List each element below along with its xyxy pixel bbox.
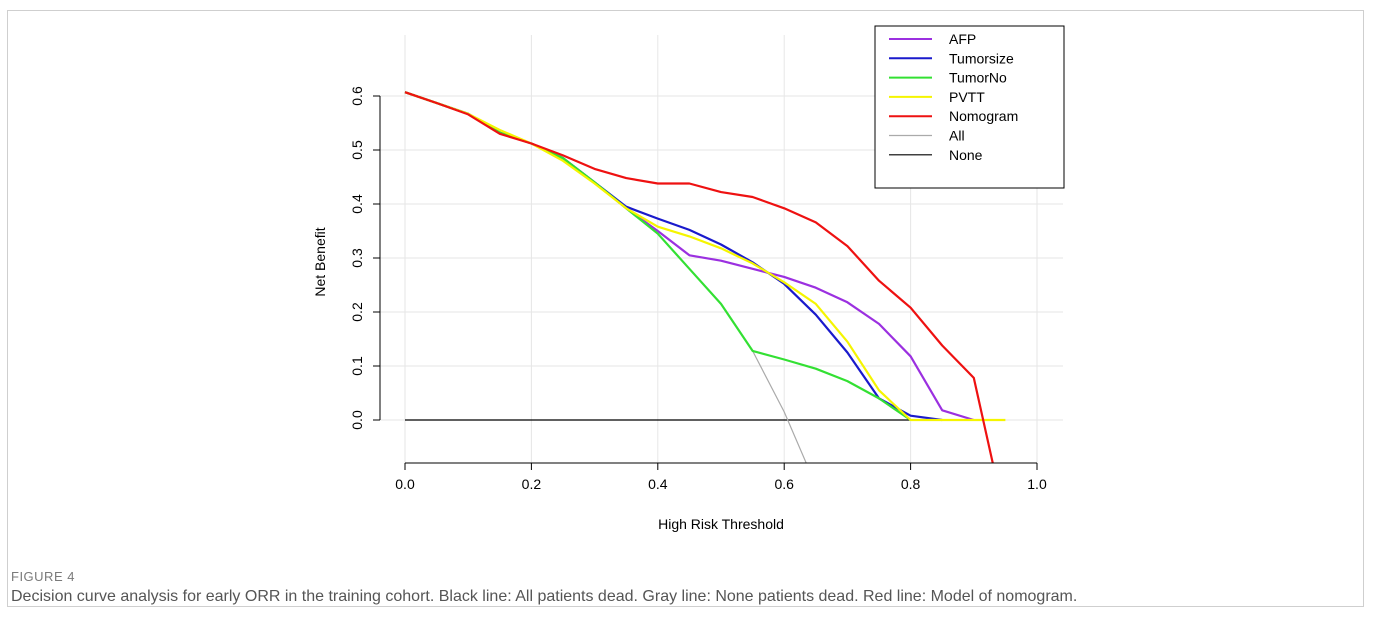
legend-label-nomogram: Nomogram	[949, 108, 1018, 124]
legend-box	[874, 25, 1065, 189]
x-axis-label: High Risk Threshold	[658, 516, 784, 532]
figure-frame	[7, 10, 1364, 607]
series-line-tumorsize	[404, 91, 943, 422]
x-tick-label: 0.2	[522, 476, 542, 492]
y-tick-label: 0.5	[349, 140, 365, 160]
figure-caption: Decision curve analysis for early ORR in…	[11, 588, 1078, 605]
x-tick-label: 0.6	[774, 476, 794, 492]
series-line-nomogram	[404, 91, 994, 463]
x-tick-label: 0.4	[648, 476, 668, 492]
y-tick-label: 0.0	[349, 410, 365, 430]
y-axis: 0.0 0.1 0.2 0.3 0.4 0.5 0.6	[349, 86, 381, 430]
x-tick-label: 0.0	[395, 476, 415, 492]
series-line-pvtt	[404, 91, 1006, 422]
x-axis: 0.0 0.2 0.4 0.6 0.8 1.0	[395, 462, 1047, 492]
y-tick-label: 0.2	[349, 302, 365, 322]
y-tick-label: 0.3	[349, 248, 365, 268]
series-line-all	[752, 350, 807, 463]
legend-label-tumorno: TumorNo	[949, 70, 1007, 86]
y-tick-label: 0.6	[349, 86, 365, 106]
legend-label-tumorsize: Tumorsize	[949, 50, 1014, 66]
x-tick-label: 0.8	[901, 476, 921, 492]
y-tick-label: 0.4	[349, 194, 365, 214]
legend-label-none: None	[949, 147, 983, 163]
decision-curve-chart: 0.0 0.2 0.4 0.6 0.8 1.0 0.0 0.1 0.2 0.3 0.4 0.5 0.6 N…	[312, 25, 1065, 532]
series-lines	[404, 91, 1006, 463]
y-tick-label: 0.1	[349, 356, 365, 376]
legend-label-afp: AFP	[949, 31, 976, 47]
y-axis-label: Net Benefit	[312, 227, 328, 296]
figure-label: FIGURE 4	[11, 569, 75, 584]
x-tick-label: 1.0	[1027, 476, 1047, 492]
legend-label-pvtt: PVTT	[949, 89, 985, 105]
legend-label-all: All	[949, 128, 965, 144]
legend: AFP Tumorsize TumorNo PVTT Nomogram All None	[874, 25, 1065, 189]
